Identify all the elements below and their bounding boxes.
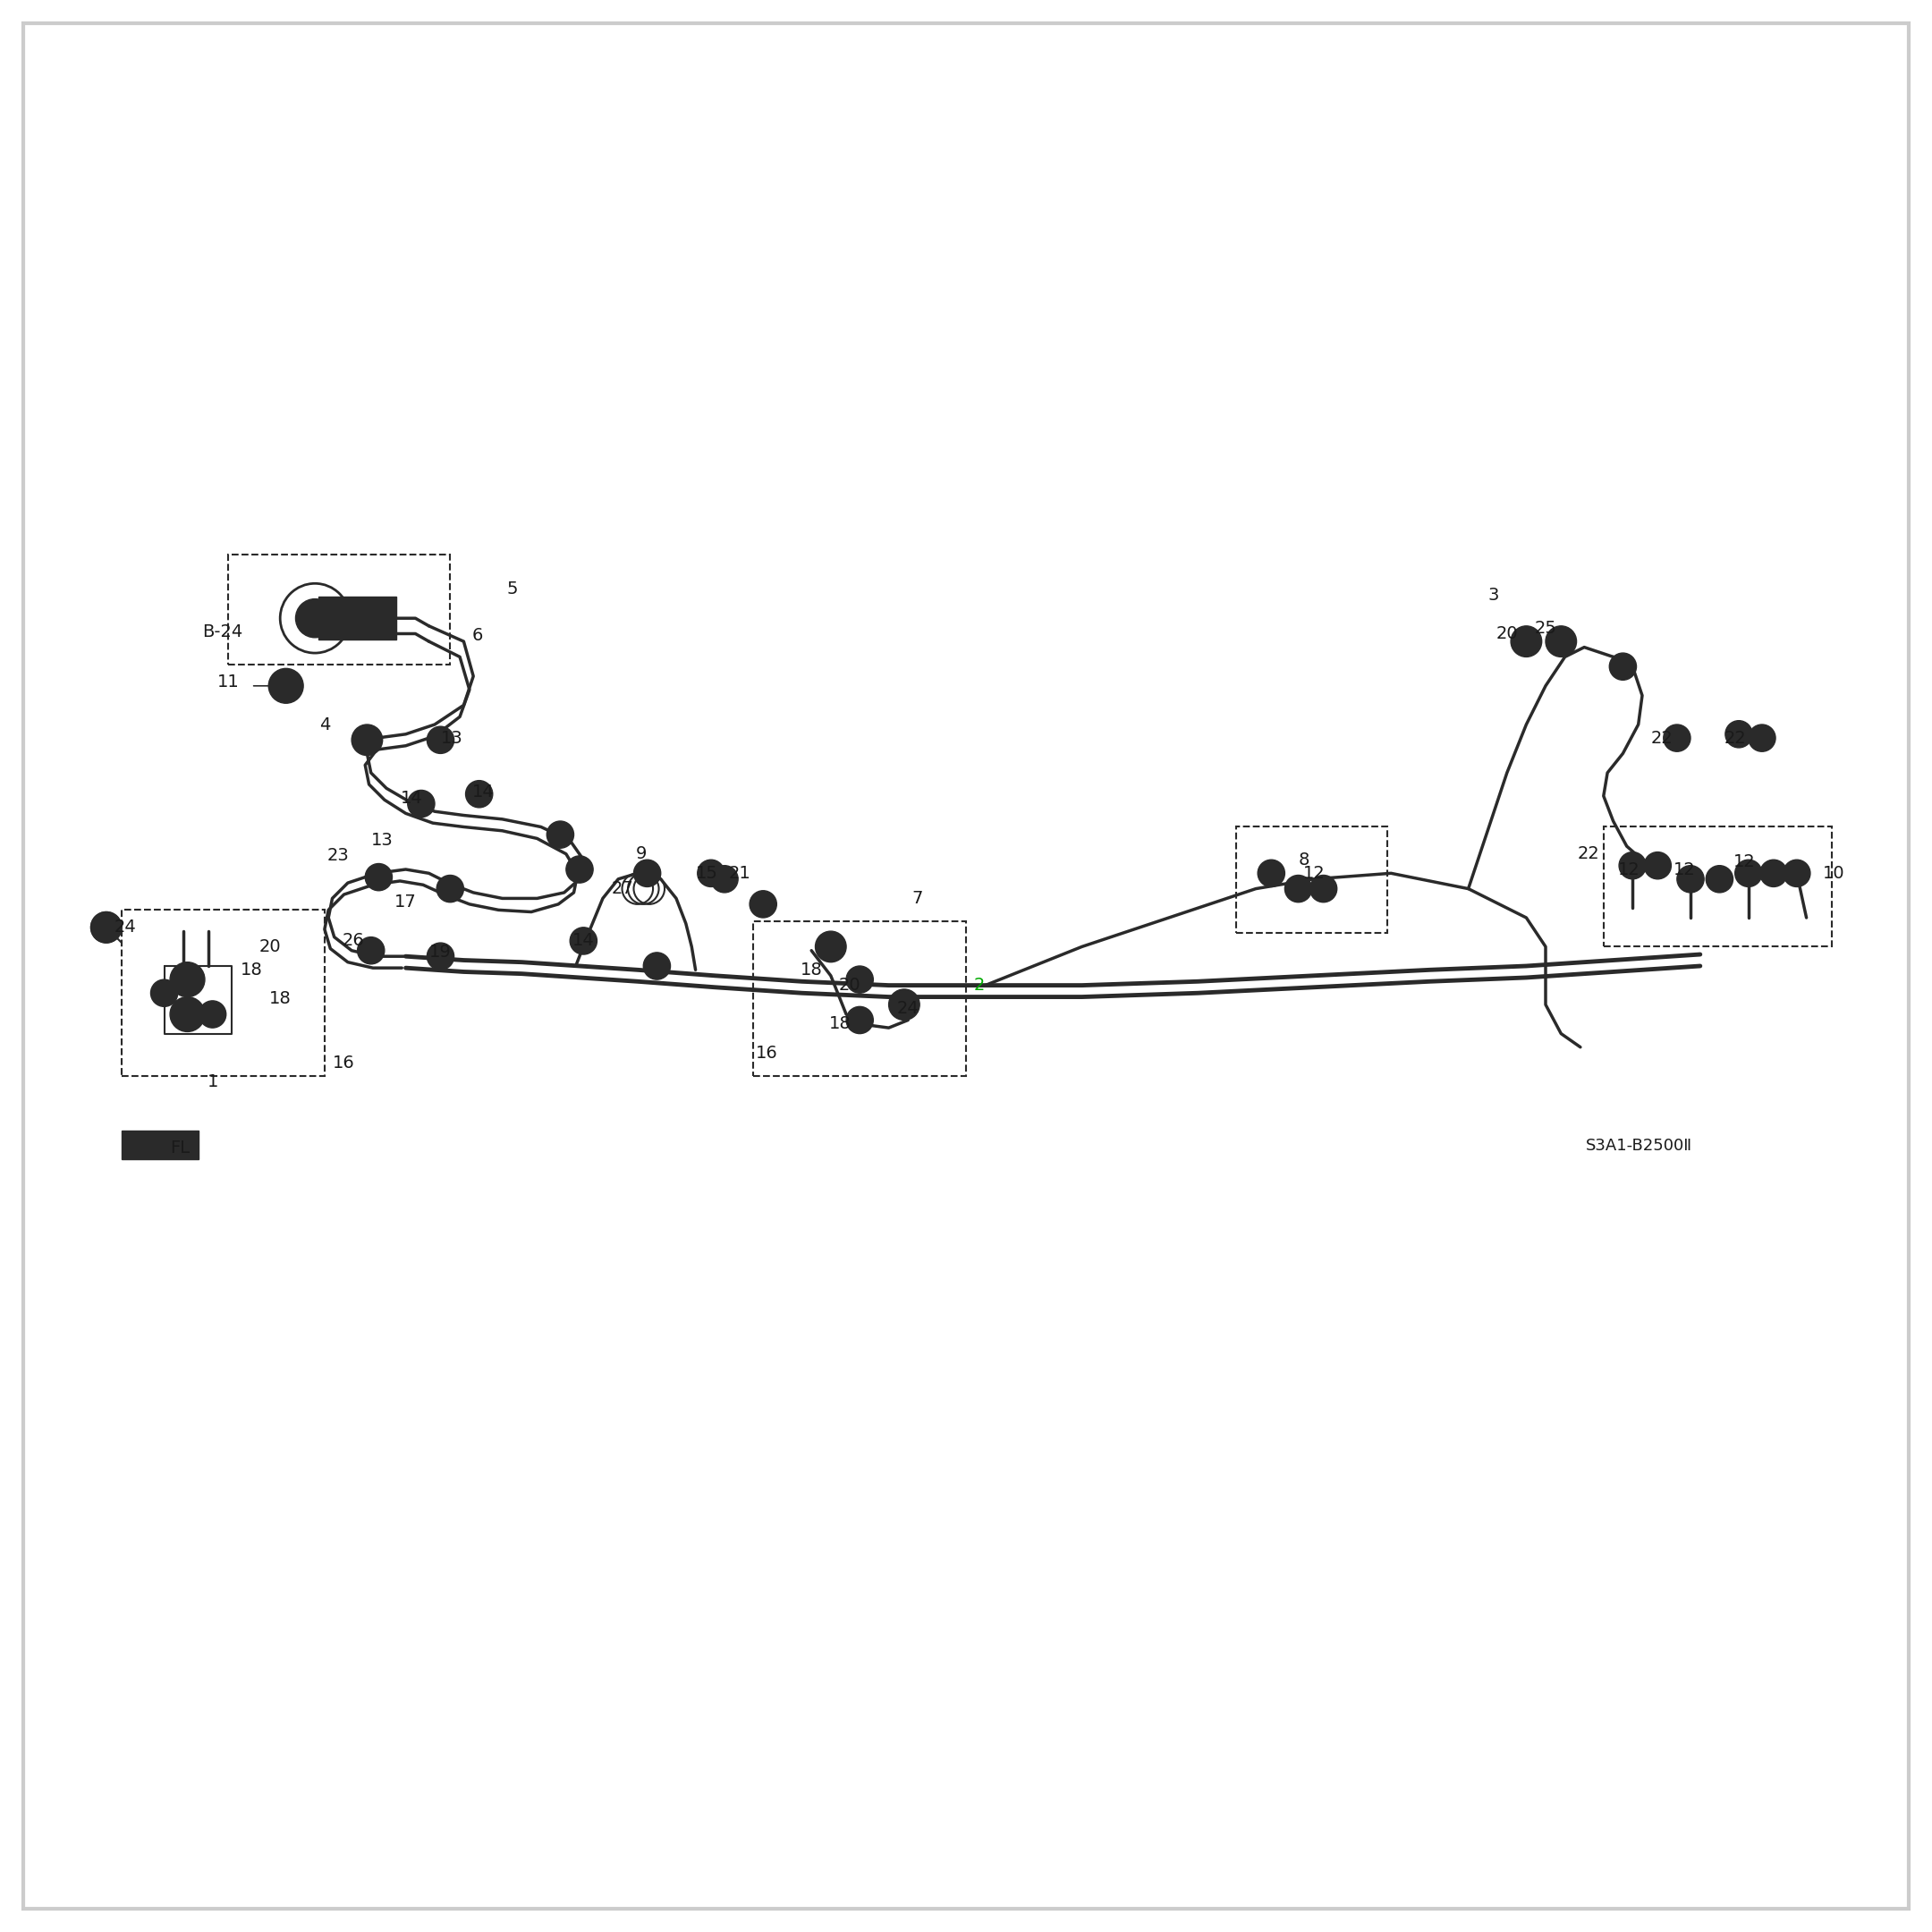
Text: 14: 14 [572,933,595,949]
Circle shape [1258,860,1285,887]
Text: 4: 4 [319,717,330,732]
Text: 18: 18 [800,962,823,978]
Circle shape [697,860,724,887]
Text: 1: 1 [207,1074,218,1090]
Text: 19: 19 [429,945,452,960]
Circle shape [634,860,661,887]
Text: 23: 23 [327,848,350,864]
Text: 14: 14 [471,784,495,800]
Circle shape [1783,860,1810,887]
Circle shape [846,1007,873,1034]
Circle shape [427,943,454,970]
Bar [1236,827,1387,933]
Circle shape [466,781,493,808]
Text: 16: 16 [755,1045,779,1061]
Circle shape [357,937,384,964]
Circle shape [889,989,920,1020]
Bar [1604,827,1832,947]
Text: 16: 16 [332,1055,355,1070]
Circle shape [170,962,205,997]
Text: FL: FL [170,1140,189,1155]
Circle shape [547,821,574,848]
Circle shape [352,724,383,755]
Circle shape [199,1001,226,1028]
Circle shape [1706,866,1733,893]
Circle shape [1663,724,1690,752]
Text: 8: 8 [1298,852,1310,867]
Text: 18: 18 [240,962,263,978]
Text: 11: 11 [216,674,240,690]
Text: 10: 10 [1822,866,1845,881]
Circle shape [846,966,873,993]
Text: S3A1-B2500Ⅱ: S3A1-B2500Ⅱ [1586,1138,1692,1153]
Circle shape [91,912,122,943]
Circle shape [1310,875,1337,902]
Circle shape [643,952,670,980]
Text: 7: 7 [912,891,923,906]
Bar [122,910,325,1076]
Circle shape [1748,724,1776,752]
Circle shape [566,856,593,883]
Bar [122,1130,199,1159]
Text: 20: 20 [259,939,282,954]
Text: 26: 26 [342,933,365,949]
Circle shape [1725,721,1752,748]
Circle shape [1760,860,1787,887]
Text: 12: 12 [1673,862,1696,877]
Text: 3: 3 [1488,587,1499,603]
Text: 20: 20 [1495,626,1519,641]
Circle shape [296,599,334,638]
Circle shape [1677,866,1704,893]
Text: 13: 13 [440,730,464,746]
Circle shape [427,726,454,753]
Text: 6: 6 [471,628,483,643]
Text: 20: 20 [838,978,862,993]
Circle shape [1735,860,1762,887]
Text: 9: 9 [636,846,647,862]
Text: B-24: B-24 [203,624,242,639]
Circle shape [408,790,435,817]
Text: 22: 22 [1577,846,1600,862]
Text: 12: 12 [1733,854,1756,869]
Circle shape [437,875,464,902]
Bar [753,922,966,1076]
Text: 12: 12 [1302,866,1325,881]
Text: 27: 27 [611,881,634,896]
Text: 2: 2 [974,978,985,993]
Circle shape [1644,852,1671,879]
Text: 5: 5 [506,582,518,597]
Circle shape [269,668,303,703]
Text: 24: 24 [896,1001,920,1016]
Circle shape [711,866,738,893]
Bar [228,554,450,665]
Text: 22: 22 [1650,730,1673,746]
Text: 22: 22 [1723,730,1747,746]
Circle shape [1609,653,1636,680]
Circle shape [570,927,597,954]
Text: 21: 21 [728,866,752,881]
Text: 14: 14 [400,790,423,806]
Circle shape [1285,875,1312,902]
Circle shape [151,980,178,1007]
Text: 25: 25 [1534,620,1557,636]
Text: 24: 24 [114,920,137,935]
Text: 17: 17 [394,895,417,910]
Text: 18: 18 [829,1016,852,1032]
Text: 15: 15 [696,866,719,881]
Circle shape [750,891,777,918]
Circle shape [1619,852,1646,879]
Text: 18: 18 [269,991,292,1007]
Text: 12: 12 [1617,862,1640,877]
Circle shape [91,912,122,943]
Circle shape [1511,626,1542,657]
Text: 13: 13 [371,833,394,848]
Circle shape [1546,626,1577,657]
Circle shape [170,997,205,1032]
Circle shape [365,864,392,891]
Circle shape [815,931,846,962]
Bar [319,597,396,639]
